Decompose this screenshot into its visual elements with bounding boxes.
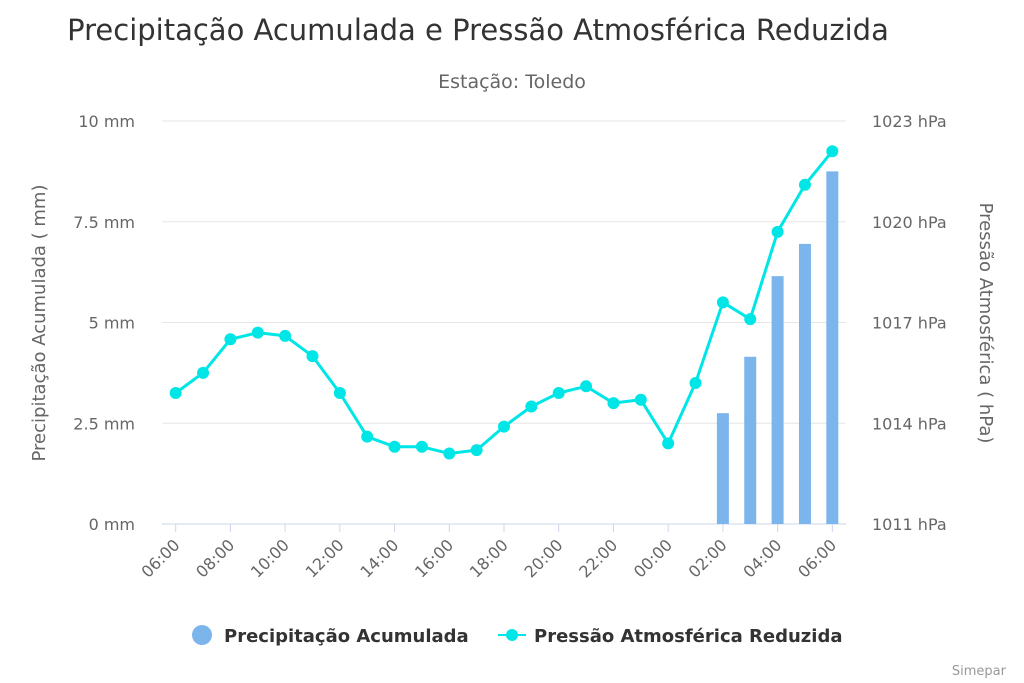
x-tick-label: 10:00 — [247, 535, 293, 581]
precip-bar — [798, 243, 811, 525]
pressure-line-series — [169, 145, 839, 460]
pressure-point — [689, 376, 702, 389]
pressure-point — [607, 397, 620, 410]
right-axis-ticks: 1011 hPa 1014 hPa 1017 hPa 1020 hPa 1023 hPa — [872, 112, 947, 534]
legend-pressure-label[interactable]: Pressão Atmosférica Reduzida — [534, 626, 842, 647]
credits-label[interactable]: Simepar — [952, 664, 1007, 679]
pressure-point — [470, 444, 483, 457]
precip-bar — [826, 171, 839, 524]
x-tick-label: 12:00 — [302, 535, 348, 581]
pressure-point — [826, 145, 839, 158]
left-tick-label: 10 mm — [78, 112, 135, 131]
x-tick-label: 20:00 — [521, 535, 567, 581]
left-tick-label: 2.5 mm — [73, 414, 135, 433]
pressure-point — [634, 393, 647, 406]
legend[interactable]: Precipitação Acumulada Pressão Atmosféri… — [192, 625, 842, 647]
chart-subtitle: Estação: Toledo — [438, 71, 586, 93]
x-tick-label: 18:00 — [466, 535, 512, 581]
x-tick-label: 06:00 — [137, 535, 183, 581]
pressure-point — [306, 350, 319, 363]
pressure-point — [498, 420, 510, 433]
grid-lines — [162, 120, 846, 525]
pressure-point — [580, 380, 593, 393]
right-axis-title: Pressão Atmosférica ( hPa) — [975, 203, 996, 444]
x-tick-label: 06:00 — [794, 535, 840, 581]
right-tick-label: 1017 hPa — [872, 314, 947, 333]
x-tick-label: 08:00 — [192, 535, 238, 581]
pressure-point — [279, 329, 292, 342]
chart-title: Precipitação Acumulada e Pressão Atmosfé… — [67, 13, 889, 47]
pressure-point — [552, 387, 565, 400]
pressure-point — [333, 387, 346, 400]
precip-bars — [716, 171, 839, 525]
legend-bar-marker — [192, 625, 212, 645]
right-tick-label: 1023 hPa — [872, 112, 947, 131]
pressure-line — [174, 150, 834, 455]
right-tick-label: 1011 hPa — [872, 515, 947, 534]
pressure-point — [224, 333, 237, 346]
pressure-point — [744, 313, 757, 326]
pressure-point — [251, 326, 264, 339]
x-axis-ticks: 06:00 08:00 10:00 12:00 14:00 16:00 18:00 20:00… — [137, 524, 840, 581]
precip-bar — [744, 356, 757, 524]
pressure-point — [415, 440, 428, 453]
right-tick-label: 1014 hPa — [872, 414, 947, 433]
pressure-point — [169, 387, 182, 400]
x-tick-label: 04:00 — [739, 535, 785, 581]
x-tick-label: 22:00 — [575, 535, 621, 581]
pressure-point — [771, 225, 784, 238]
x-tick-label: 16:00 — [411, 535, 457, 581]
pressure-point — [798, 178, 811, 191]
pressure-point — [197, 366, 210, 379]
left-axis-ticks: 0 mm 2.5 mm 5 mm 7.5 mm 10 mm — [73, 112, 135, 534]
left-tick-label: 7.5 mm — [73, 213, 135, 232]
left-tick-label: 0 mm — [89, 515, 135, 534]
pressure-point — [443, 447, 456, 460]
precip-bar — [771, 276, 784, 524]
legend-precip-label[interactable]: Precipitação Acumulada — [224, 626, 469, 647]
left-tick-label: 5 mm — [89, 314, 135, 333]
pressure-point — [662, 437, 675, 450]
x-tick-label: 14:00 — [356, 535, 402, 581]
left-axis-title: Precipitação Acumulada ( mm) — [29, 185, 50, 462]
pressure-point — [716, 296, 729, 309]
pressure-point — [388, 440, 401, 453]
pressure-point — [525, 400, 538, 413]
legend-line-dot — [506, 629, 518, 641]
x-tick-label: 02:00 — [685, 535, 731, 581]
right-tick-label: 1020 hPa — [872, 213, 947, 232]
precip-bar — [716, 413, 729, 524]
pressure-point — [361, 430, 374, 443]
x-tick-label: 00:00 — [630, 535, 676, 581]
